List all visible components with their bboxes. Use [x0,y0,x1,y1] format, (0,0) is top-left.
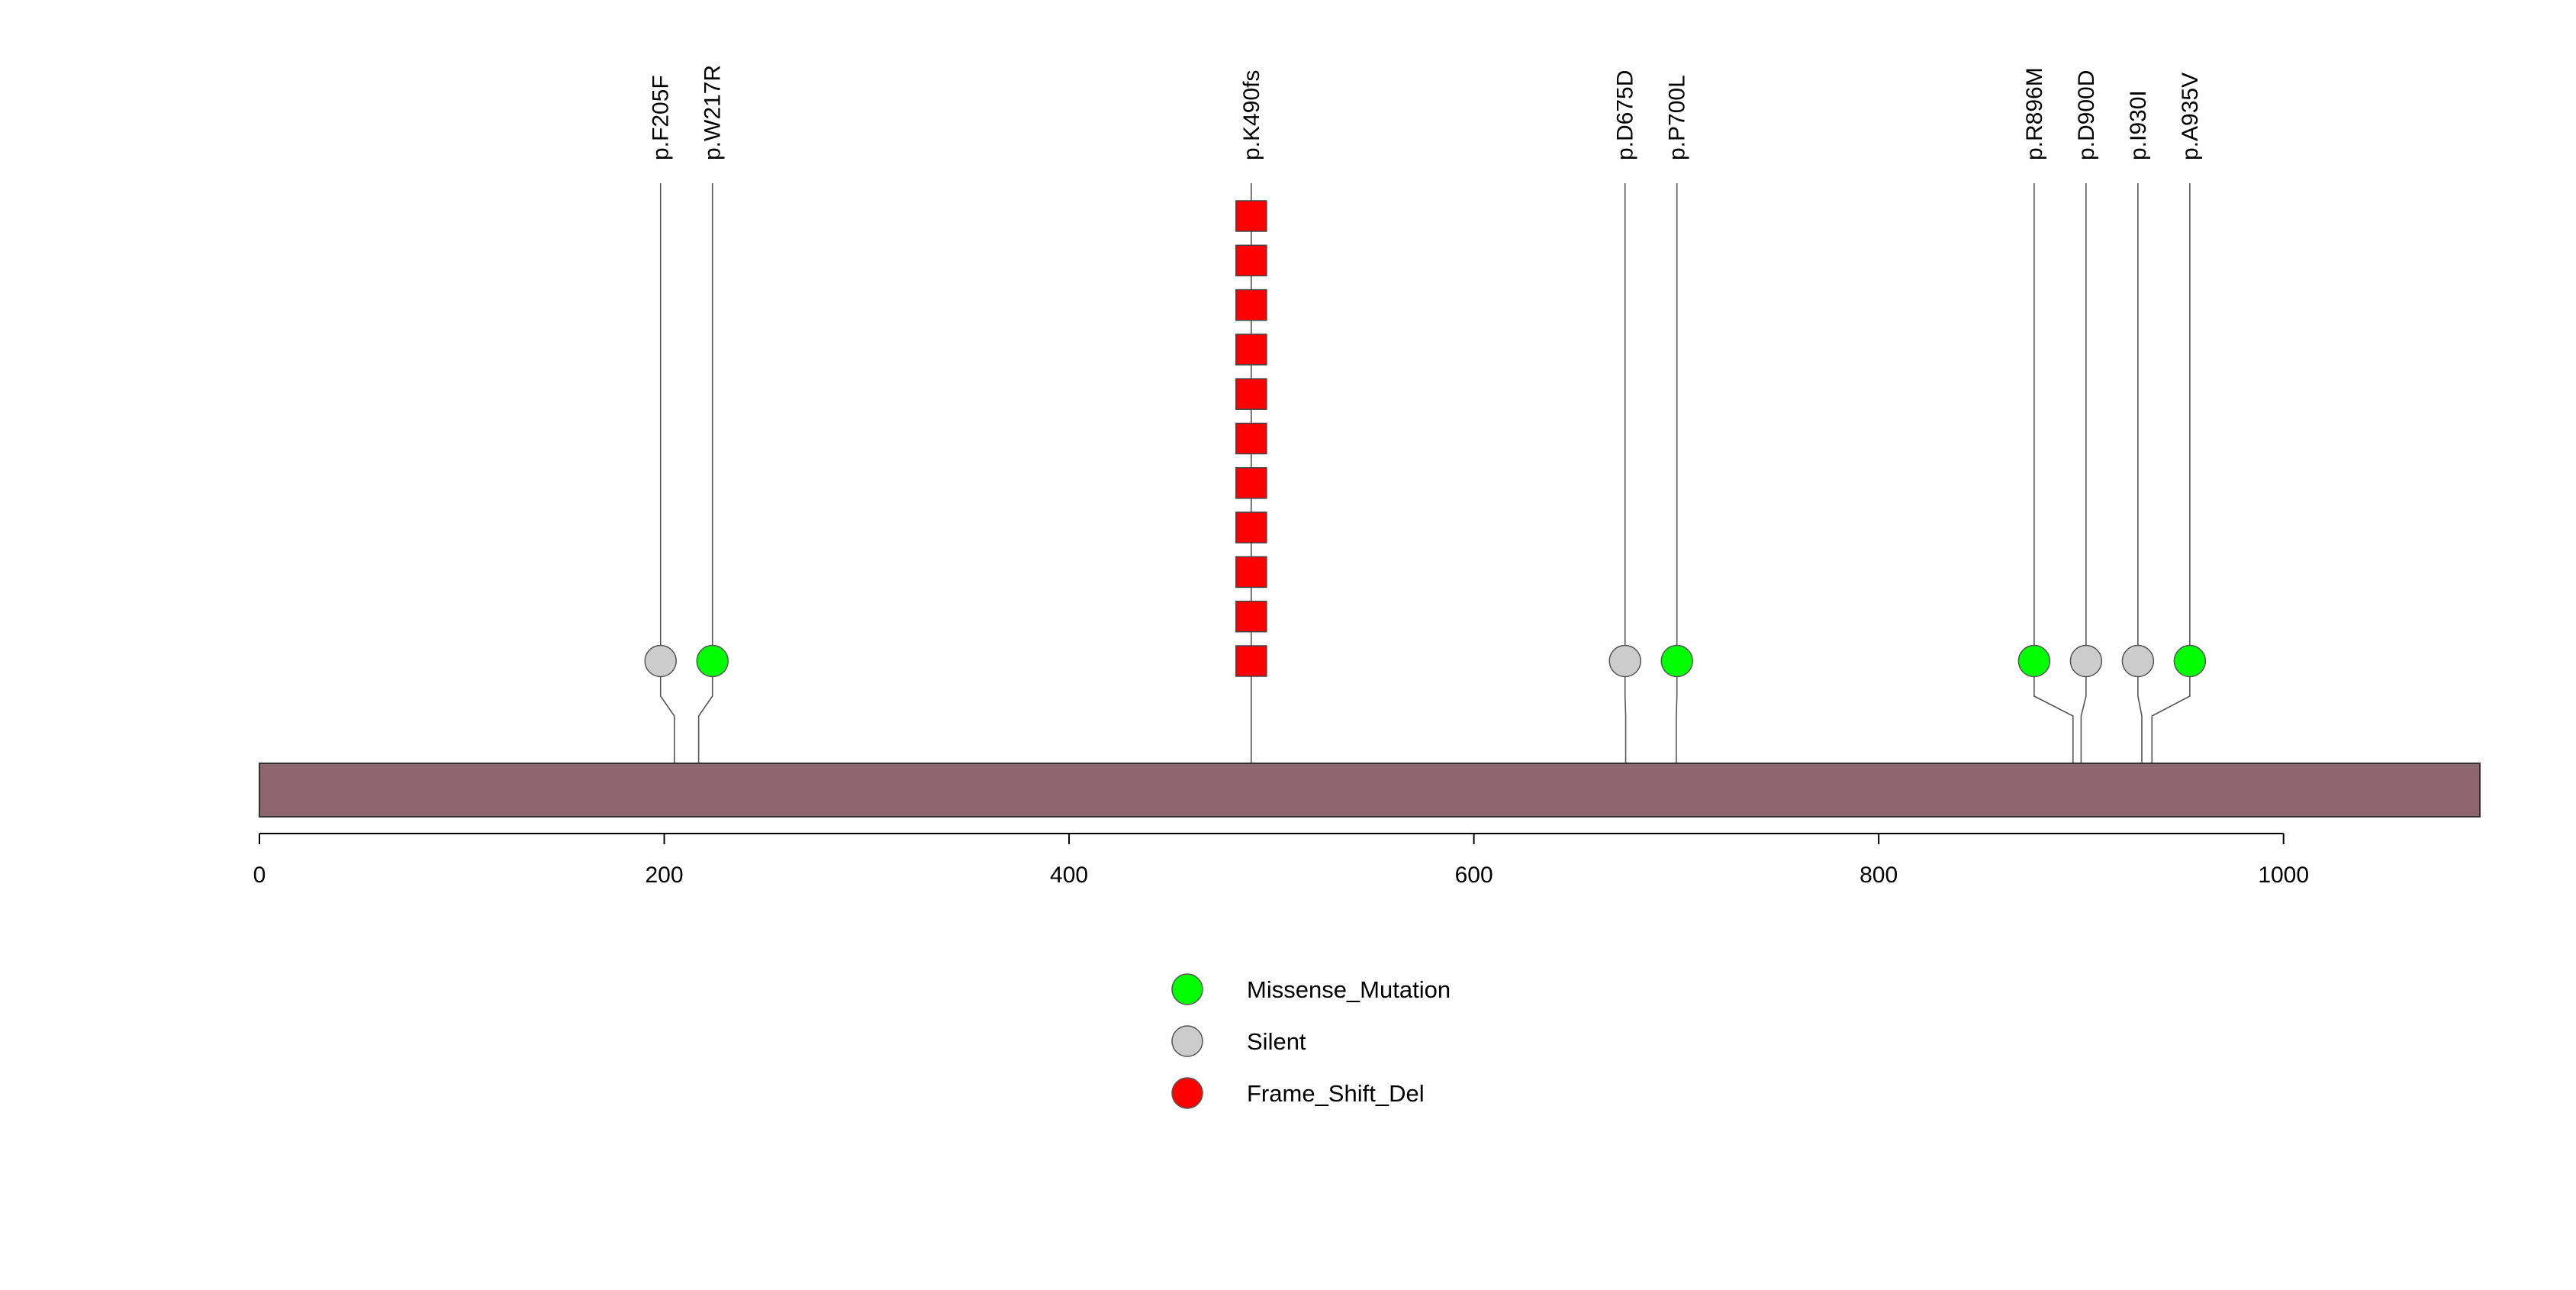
stem-p-a935v [2151,183,2191,817]
marker-p-r896m [2017,644,2051,678]
x-tick-label: 1000 [2258,863,2309,888]
marker-p-d675d [1608,644,1641,678]
mutation-label-p-d900d: p.D900D [2074,70,2099,160]
legend-swatch-missense-mutation [1171,973,1203,1005]
marker-p-k490fs-11 [1235,200,1267,232]
marker-p-k490fs-5 [1235,467,1267,499]
mutation-label-p-p700l: p.P700L [1665,75,1690,160]
stem-p-d900d [2080,183,2087,817]
legend-label-missense-mutation: Missense_Mutation [1247,976,1451,1003]
marker-p-k490fs-8 [1235,334,1267,366]
x-tick-label: 0 [253,863,266,888]
marker-p-i930i [2121,644,2155,678]
marker-p-f205f [644,644,677,678]
legend-label-silent: Silent [1247,1028,1306,1055]
marker-p-k490fs-6 [1235,422,1267,455]
stem-p-f205f [659,183,675,817]
markers-layer [644,200,2207,678]
x-tick-label: 200 [646,863,684,888]
x-tick-label: 400 [1050,863,1088,888]
x-tick-label: 600 [1455,863,1493,888]
marker-p-k490fs-2 [1235,600,1267,633]
mutation-label-p-w217r: p.W217R [700,65,726,160]
marker-p-k490fs-4 [1235,511,1267,543]
stems-layer [659,183,2191,817]
stem-p-w217r [697,183,713,817]
marker-p-k490fs-3 [1235,556,1267,589]
mutation-label-p-r896m: p.R896M [2022,67,2047,160]
mutation-label-p-i930i: p.I930I [2126,90,2151,160]
mutation-label-p-f205f: p.F205F [649,75,674,160]
legend-swatch-silent [1171,1025,1203,1057]
stem-p-i930i [2137,183,2143,817]
x-axis-ticks: 0 200 400 600 800 1000 [253,834,2309,888]
marker-p-k490fs-9 [1235,289,1267,321]
marker-p-k490fs-10 [1235,244,1267,277]
marker-p-k490fs-1 [1235,645,1267,677]
mutation-label-p-d675d: p.D675D [1613,70,1638,160]
marker-p-a935v [2173,644,2207,678]
marker-p-d900d [2069,644,2103,678]
mutation-label-p-k490fs: p.K490fs [1239,70,1264,160]
stem-p-p700l [1676,183,1678,817]
legend-swatch-frame-shift-del [1171,1077,1203,1109]
legend-label-frame-shift-del: Frame_Shift_Del [1247,1080,1425,1107]
marker-p-w217r [696,644,729,678]
marker-p-k490fs-7 [1235,378,1267,410]
x-tick-label: 800 [1860,863,1898,888]
stem-p-d675d [1624,183,1627,817]
mutation-labels-layer: p.F205F p.W217R p.K490fs p.D675D p.P700L p.R8… [649,65,2203,160]
marker-p-p700l [1660,644,1693,678]
protein-bar [259,763,2481,818]
stem-p-r896m [2033,183,2074,817]
mutation-label-p-a935v: p.A935V [2178,73,2203,160]
legend: Missense_Mutation Silent Frame_Shift_Del [1171,973,1451,1109]
